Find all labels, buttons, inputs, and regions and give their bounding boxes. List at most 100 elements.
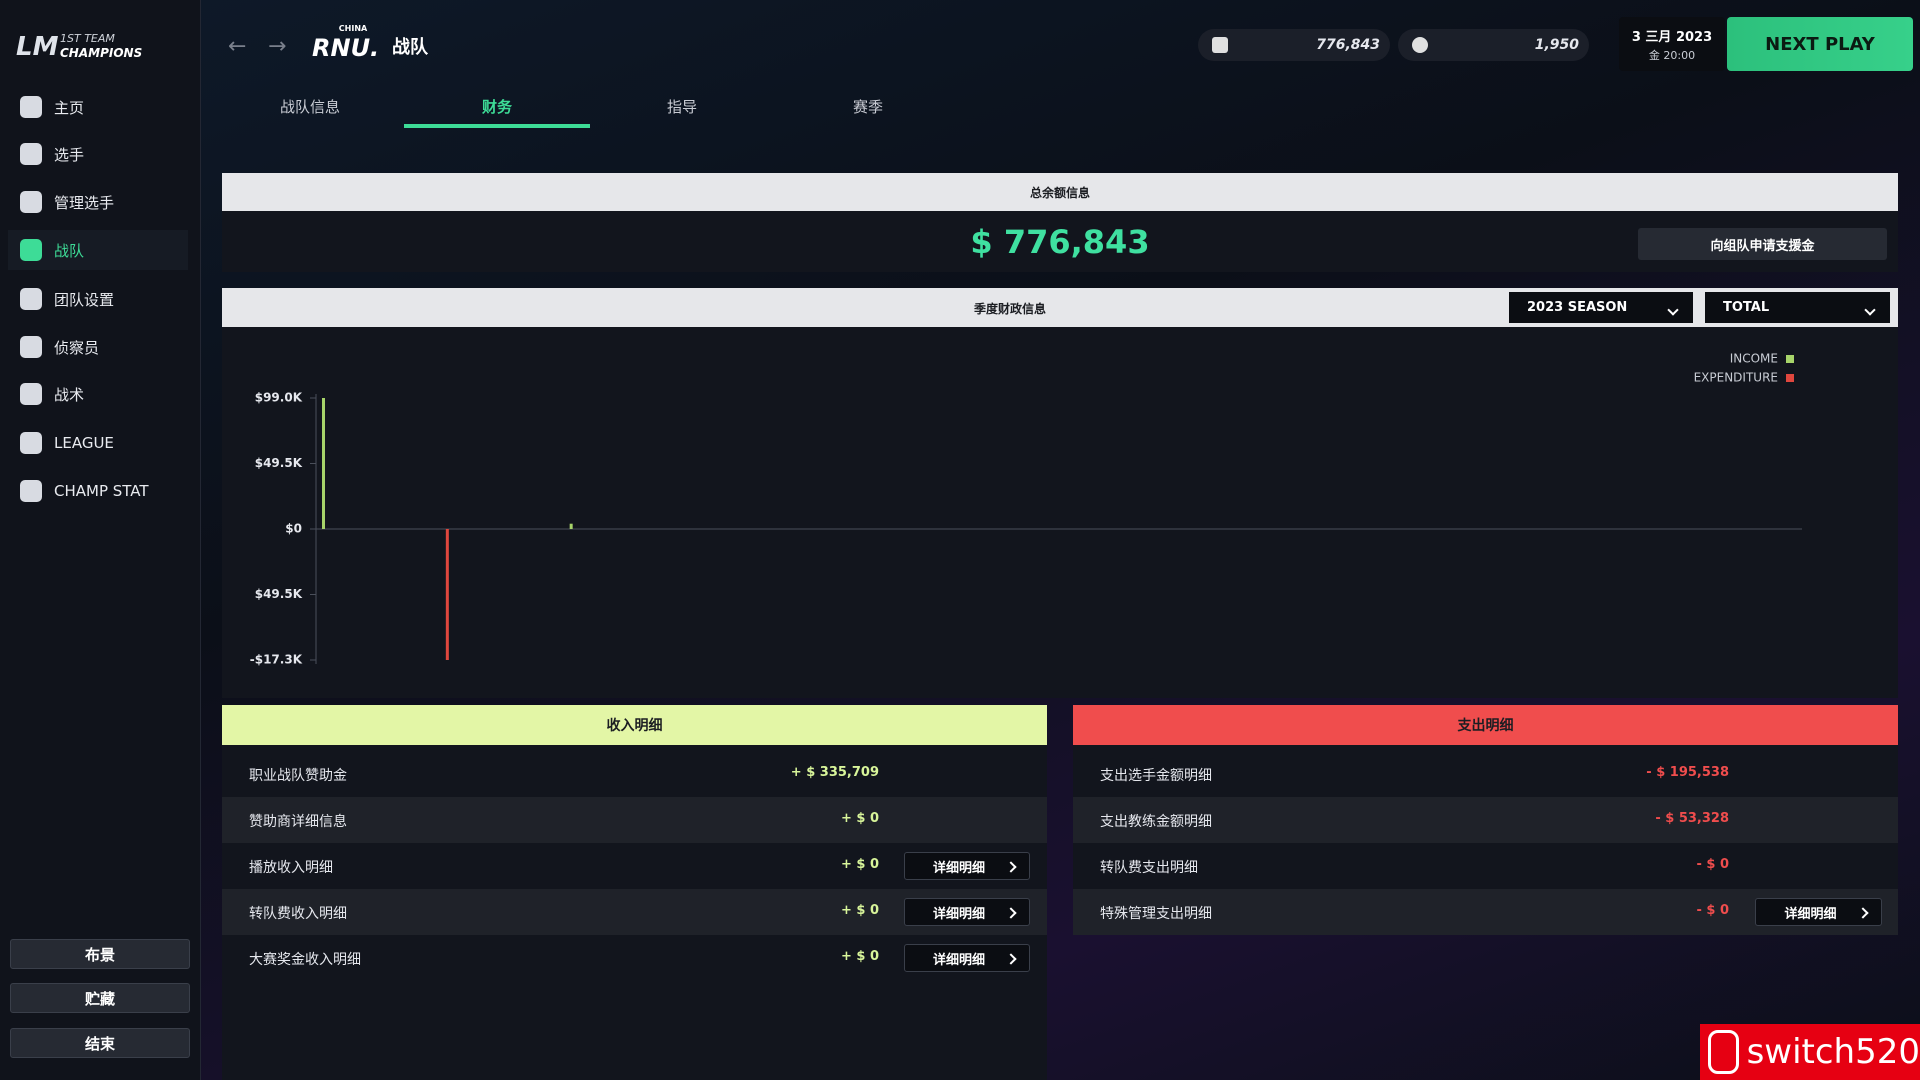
points-pill: 1,950 bbox=[1398, 29, 1589, 61]
detail-row: 大赛奖金收入明细 + $ 0 详细明细 bbox=[222, 935, 1047, 981]
date-box: 3 三月 2023 金 20:00 bbox=[1619, 17, 1725, 71]
watermark-text: switch520 bbox=[1746, 1032, 1920, 1072]
y-tick-label: $49.5K bbox=[255, 587, 303, 601]
menu-item[interactable]: 选手 bbox=[8, 134, 188, 174]
row-label: 支出教练金额明细 bbox=[1100, 814, 1212, 830]
detail-row: 特殊管理支出明细 - $ 0 详细明细 bbox=[1073, 889, 1898, 935]
y-tick-label: $0 bbox=[285, 522, 302, 536]
detail-button[interactable]: 详细明细 bbox=[904, 852, 1030, 880]
detail-row: 支出选手金额明细 - $ 195,538 bbox=[1073, 751, 1898, 797]
detail-row: 职业战队赞助金 + $ 335,709 bbox=[222, 751, 1047, 797]
balance-amount: $ 776,843 bbox=[970, 223, 1150, 261]
menu-item[interactable]: 战队 bbox=[8, 230, 188, 270]
watermark: switch520 bbox=[1700, 1024, 1920, 1080]
expenditure-panel: 支出明细 支出选手金额明细 - $ 195,538 支出教练金额明细 - $ 53,3… bbox=[1073, 705, 1898, 935]
bar bbox=[569, 523, 573, 529]
back-arrow[interactable]: ← bbox=[228, 34, 247, 59]
tab[interactable]: 战队信息 bbox=[279, 98, 340, 116]
support-button[interactable]: 向组队申请支援金 bbox=[1638, 228, 1887, 260]
filter-dropdown[interactable]: TOTAL bbox=[1705, 292, 1890, 323]
menu-icon bbox=[20, 480, 42, 502]
row-value: + $ 335,709 bbox=[790, 765, 879, 780]
menu-label: LEAGUE bbox=[54, 434, 114, 452]
menu-icon bbox=[20, 239, 42, 261]
detail-row: 播放收入明细 + $ 0 详细明细 bbox=[222, 843, 1047, 889]
side-button[interactable]: 贮藏 bbox=[10, 983, 190, 1013]
income-panel: 收入明细 职业战队赞助金 + $ 335,709 赞助商详细信息 + $ 0 播放收入明… bbox=[222, 705, 1047, 1080]
balance-panel: $ 776,843 向组队申请支援金 bbox=[222, 211, 1898, 272]
menu-item[interactable]: CHAMP STAT bbox=[8, 471, 188, 511]
side-button[interactable]: 布景 bbox=[10, 939, 190, 969]
income-title: 收入明细 bbox=[222, 705, 1047, 745]
row-value: + $ 0 bbox=[840, 811, 879, 826]
logo-mark: LM bbox=[16, 32, 59, 62]
menu-icon bbox=[20, 383, 42, 405]
row-label: 转队费收入明细 bbox=[249, 906, 347, 922]
menu-item[interactable]: 主页 bbox=[8, 87, 188, 127]
tab[interactable]: 指导 bbox=[666, 98, 697, 116]
chart: $99.0K $49.5K $0 $49.5K -$17.3K INCOME EXPENDI… bbox=[250, 352, 1802, 667]
menu-icon bbox=[20, 96, 42, 118]
detail-button[interactable]: 详细明细 bbox=[1755, 898, 1882, 926]
detail-button[interactable]: 详细明细 bbox=[904, 898, 1030, 926]
y-tick-label: -$17.3K bbox=[250, 653, 303, 667]
bar bbox=[322, 398, 325, 529]
team-logo: RNU. bbox=[312, 34, 380, 62]
menu-label: CHAMP STAT bbox=[54, 482, 149, 500]
detail-row: 转队费收入明细 + $ 0 详细明细 bbox=[222, 889, 1047, 935]
legend-swatch bbox=[1786, 355, 1794, 363]
menu-label: 团队设置 bbox=[54, 290, 115, 309]
menu-item[interactable]: LEAGUE bbox=[8, 423, 188, 463]
date: 3 三月 2023 bbox=[1631, 30, 1713, 45]
legend-swatch bbox=[1786, 374, 1794, 382]
logo-line: CHAMPIONS bbox=[60, 46, 143, 60]
legend-label: EXPENDITURE bbox=[1694, 371, 1778, 385]
side-button[interactable]: 结束 bbox=[10, 1028, 190, 1058]
row-label: 大赛奖金收入明细 bbox=[249, 952, 361, 968]
expenditure-title: 支出明细 bbox=[1073, 705, 1898, 745]
row-value: - $ 53,328 bbox=[1655, 811, 1729, 826]
logo-line: 1ST TEAM bbox=[60, 32, 115, 45]
money-pill: 776,843 bbox=[1198, 29, 1390, 61]
detail-row: 转队费支出明细 - $ 0 bbox=[1073, 843, 1898, 889]
page-title: 战队 bbox=[392, 37, 428, 58]
menu-icon bbox=[20, 336, 42, 358]
y-tick-label: $49.5K bbox=[255, 456, 303, 470]
menu-label: 战队 bbox=[54, 241, 85, 260]
row-label: 职业战队赞助金 bbox=[249, 768, 347, 784]
row-label: 支出选手金额明细 bbox=[1100, 768, 1212, 784]
detail-button[interactable]: 详细明细 bbox=[904, 944, 1030, 972]
row-label: 播放收入明细 bbox=[249, 860, 333, 876]
bar bbox=[445, 529, 449, 660]
legend-label: INCOME bbox=[1730, 352, 1778, 366]
menu-label: 选手 bbox=[54, 145, 85, 164]
tab[interactable]: 财务 bbox=[404, 94, 590, 128]
sidebar: LM 1ST TEAM CHAMPIONS 主页选手管理选手战队团队设置侦察员战… bbox=[0, 0, 201, 1080]
tab[interactable]: 赛季 bbox=[852, 98, 883, 116]
menu-label: 战术 bbox=[54, 385, 85, 404]
chart-panel: $99.0K $49.5K $0 $49.5K -$17.3K INCOME EXPENDI… bbox=[222, 327, 1898, 698]
menu-item[interactable]: 战术 bbox=[8, 374, 188, 414]
row-value: + $ 0 bbox=[840, 857, 879, 872]
season-dropdown[interactable]: 2023 SEASON bbox=[1509, 292, 1693, 323]
team-tag: CHINA bbox=[338, 24, 368, 33]
menu-item[interactable]: 侦察员 bbox=[8, 327, 188, 367]
menu-label: 主页 bbox=[54, 98, 85, 117]
watermark-icon bbox=[1708, 1030, 1739, 1074]
y-tick-label: $99.0K bbox=[255, 391, 303, 405]
row-value: + $ 0 bbox=[840, 949, 879, 964]
row-value: - $ 195,538 bbox=[1646, 765, 1729, 780]
forward-arrow[interactable]: → bbox=[268, 34, 287, 59]
menu-item[interactable]: 团队设置 bbox=[8, 279, 188, 319]
detail-row: 支出教练金额明细 - $ 53,328 bbox=[1073, 797, 1898, 843]
row-value: - $ 0 bbox=[1696, 903, 1729, 918]
row-value: + $ 0 bbox=[840, 903, 879, 918]
next-play-button[interactable]: NEXT PLAY bbox=[1727, 17, 1913, 71]
menu-icon bbox=[20, 432, 42, 454]
row-label: 赞助商详细信息 bbox=[249, 814, 347, 830]
menu-item[interactable]: 管理选手 bbox=[8, 182, 188, 222]
detail-row: 赞助商详细信息 + $ 0 bbox=[222, 797, 1047, 843]
row-label: 特殊管理支出明细 bbox=[1100, 906, 1212, 922]
